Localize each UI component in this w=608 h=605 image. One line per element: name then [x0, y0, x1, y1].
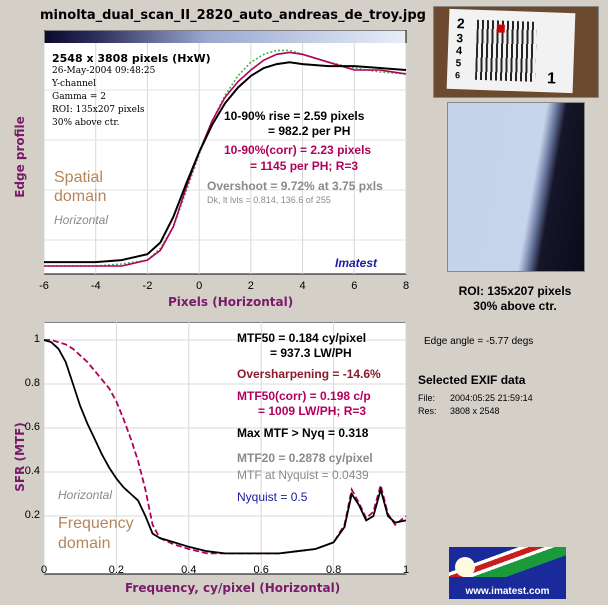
- imatest-brand: Imatest: [335, 256, 378, 270]
- x-tick-label: 0: [40, 564, 48, 576]
- exif-file-value: 2004:05:25 21:59:14: [450, 393, 533, 403]
- oversharpening-text: Oversharpening = -14.6%: [237, 367, 381, 381]
- window-title: minolta_dual_scan_II_2820_auto_andreas_d…: [40, 8, 426, 23]
- nyquist-text: Nyquist = 0.5: [237, 490, 308, 504]
- top-ylabel: Edge profile: [13, 116, 27, 198]
- x-tick-label: 1: [402, 564, 410, 576]
- info-block: 2548 x 3808 pixels (HxW) 26-May-2004 09:…: [52, 52, 211, 130]
- edge-gradient-bar: [45, 31, 405, 43]
- exif-file-label: File:: [418, 393, 436, 403]
- top-lines: [44, 49, 407, 267]
- frequency-domain-label: domain: [58, 535, 111, 552]
- spatial-label: Spatial: [54, 169, 103, 186]
- x-tick-label: 0.8: [325, 564, 342, 576]
- rise-text-2: = 982.2 per PH: [268, 124, 351, 138]
- logo-url[interactable]: www.imatest.com: [465, 586, 550, 597]
- x-tick-label: 0.2: [108, 564, 125, 576]
- target-bars: [474, 19, 538, 82]
- corr-text-2: = 1145 per PH; R=3: [250, 159, 359, 173]
- y-tick-label: 0.8: [24, 377, 40, 389]
- bottom-horizontal-label: Horizontal: [58, 488, 113, 502]
- corr-text-1: 10-90%(corr) = 2.23 pixels: [224, 143, 372, 157]
- plot-background: [44, 322, 407, 575]
- mtf20-text: MTF20 = 0.2878 cy/pixel: [237, 451, 373, 465]
- target-digit: 6: [454, 70, 461, 81]
- roi-caption-line-1: ROI: 135x207 pixels: [458, 284, 572, 298]
- exif-heading: Selected EXIF data: [418, 373, 526, 387]
- logo-sun-icon: [455, 557, 475, 577]
- maxmtf-text: Max MTF > Nyq = 0.318: [237, 426, 369, 440]
- target-digit: 3: [456, 31, 464, 46]
- roi-image: [447, 102, 585, 272]
- y-tick-label: 1: [33, 333, 40, 345]
- edge-profile-plot: [44, 30, 407, 275]
- info-channel: Y-channel: [52, 79, 96, 89]
- x-tick-label: -2: [142, 280, 153, 292]
- x-tick-label: 0.6: [253, 564, 269, 576]
- mtf50c-text-2: = 1009 LW/PH; R=3: [258, 404, 367, 418]
- target-thumbnail: 2 3 4 5 6 1: [433, 6, 599, 98]
- series-line: [44, 51, 407, 267]
- imatest-logo[interactable]: www.imatest.com: [449, 547, 566, 599]
- x-tick-label: -4: [90, 280, 101, 292]
- target-digit: 5: [455, 58, 462, 70]
- edge-angle-text: Edge angle = -5.77 degs: [424, 336, 534, 347]
- plot-background: [44, 30, 407, 275]
- top-xlabel: Pixels (Horizontal): [168, 295, 294, 309]
- sfr-plot: [44, 322, 407, 575]
- target-digit: 4: [455, 45, 463, 58]
- mtf50-text-2: = 937.3 LW/PH: [270, 346, 352, 360]
- frequency-label: Frequency: [58, 515, 134, 532]
- roi-caption: ROI: 135x207 pixels 30% above ctr.: [430, 284, 600, 314]
- info-size: 2548 x 3808 pixels (HxW): [52, 52, 211, 65]
- x-tick-label: 2: [247, 280, 254, 292]
- x-tick-label: 4: [299, 280, 306, 292]
- bottom-lines: [44, 339, 407, 555]
- info-date: 26-May-2004 09:48:25: [52, 66, 156, 76]
- target-card: 2 3 4 5 6 1: [446, 8, 576, 94]
- x-tick-label: 8: [402, 280, 410, 292]
- x-tick-label: 0: [196, 280, 203, 292]
- spatial-domain-label: domain: [54, 188, 107, 205]
- top-grid: [44, 43, 407, 274]
- info-roi: ROI: 135x207 pixels: [52, 105, 145, 115]
- y-tick-label: 0.4: [24, 465, 40, 477]
- exif-res-label: Res:: [418, 406, 437, 416]
- rise-text-1: 10-90% rise = 2.59 pixels: [224, 109, 365, 123]
- info-position: 30% above ctr.: [52, 118, 120, 128]
- x-tick-label: 0.4: [181, 564, 197, 576]
- target-digit: 1: [546, 70, 557, 88]
- mtf50-text-1: MTF50 = 0.184 cy/pixel: [237, 331, 367, 345]
- mtf-nyquist-text: MTF at Nyquist = 0.0439: [237, 468, 369, 482]
- y-tick-label: 0.6: [24, 421, 40, 433]
- series-line: [44, 339, 407, 555]
- dk-text: Dk, lt lvls = 0.814, 136.6 of 255: [207, 195, 331, 205]
- target-digit: 2: [456, 15, 466, 32]
- x-tick-label: -6: [39, 280, 49, 292]
- series-line: [44, 61, 407, 264]
- info-gamma: Gamma = 2: [52, 92, 106, 102]
- exif-res-value: 3808 x 2548: [450, 406, 500, 416]
- bottom-xlabel: Frequency, cy/pixel (Horizontal): [125, 581, 341, 595]
- mtf50c-text-1: MTF50(corr) = 0.198 c/p: [237, 389, 371, 403]
- y-tick-label: 0.2: [24, 509, 40, 521]
- series-line: [44, 339, 407, 555]
- overshoot-text: Overshoot = 9.72% at 3.75 pxls: [207, 179, 383, 193]
- red-square-icon: [496, 24, 505, 33]
- roi-caption-line-2: 30% above ctr.: [473, 299, 557, 313]
- top-horizontal-label: Horizontal: [54, 213, 109, 227]
- x-tick-label: 6: [351, 280, 358, 292]
